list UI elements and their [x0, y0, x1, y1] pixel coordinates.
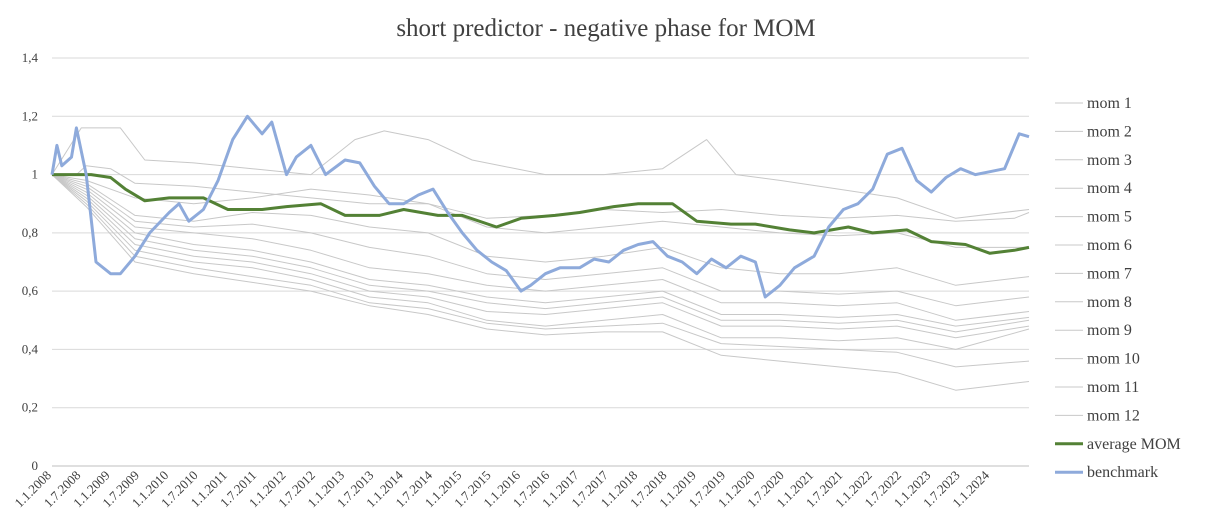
series-line-benchmark [50, 114, 1030, 299]
legend-label: mom 5 [1087, 209, 1132, 226]
series-line-mom-7 [51, 174, 1030, 327]
y-tick-label: 1 [32, 167, 39, 182]
legend-label: mom 1 [1087, 95, 1132, 112]
series-line-average-mom [52, 173, 1030, 255]
series-line-mom-6 [51, 174, 1030, 321]
legend-label: mom 9 [1087, 322, 1132, 339]
y-tick-label: 0 [32, 458, 39, 473]
legend-label: mom 3 [1087, 152, 1132, 169]
y-tick-label: 0,8 [22, 225, 38, 240]
chart-title: short predictor - negative phase for MOM [396, 15, 815, 42]
series-line-mom-11 [51, 174, 1030, 368]
legend-label: average MOM [1087, 436, 1181, 453]
y-tick-label: 1,4 [22, 50, 39, 65]
series-line-mom-10 [51, 174, 1030, 350]
series-line-mom-4 [51, 174, 1030, 286]
series-line-mom-9 [51, 174, 1030, 339]
series-lines [50, 114, 1030, 391]
legend-label: mom 10 [1087, 351, 1140, 368]
legend-label: mom 2 [1087, 123, 1132, 140]
y-tick-label: 0,2 [22, 400, 38, 415]
series-line-mom-3 [51, 174, 1029, 248]
y-tick-label: 0,6 [22, 283, 39, 298]
y-tick-label: 0,4 [22, 341, 39, 356]
y-tick-label: 1,2 [22, 108, 38, 123]
legend-label: mom 4 [1087, 180, 1132, 197]
series-line-mom-12 [51, 174, 1030, 391]
series-line-mom-1 [52, 165, 1030, 222]
legend-label: mom 7 [1087, 265, 1132, 282]
legend: mom 1 mom 2 mom 3 mom 4 mom 5 mom 6 mom 7 mom 8… [1055, 95, 1181, 481]
series-line-mom-5 [51, 174, 1030, 307]
legend-label: mom 8 [1087, 294, 1132, 311]
legend-label: mom 11 [1087, 379, 1139, 396]
legend-label: mom 6 [1087, 237, 1132, 254]
y-axis-ticks: 0 0,2 0,4 0,6 0,8 1 1,2 1,4 [22, 50, 39, 473]
legend-label: mom 12 [1087, 407, 1140, 424]
series-line-mom-8 [51, 174, 1030, 333]
legend-label: benchmark [1087, 464, 1158, 481]
x-axis-ticks: 1.1.20081.7.20081.1.20091.7.20091.1.2010… [11, 467, 992, 510]
series-line-mom-2 [51, 127, 1030, 219]
